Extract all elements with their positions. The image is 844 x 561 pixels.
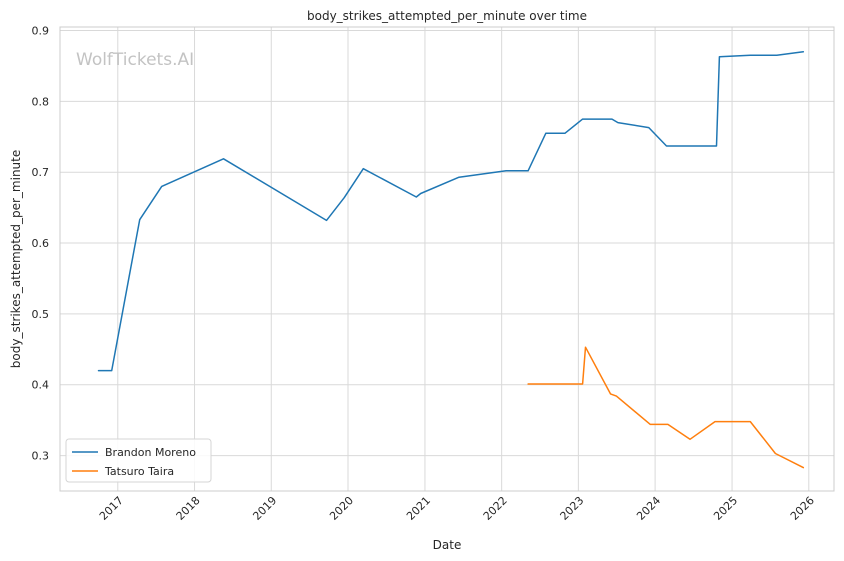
plot-area-frame (59, 26, 835, 492)
y-tick-label: 0.7 (32, 166, 50, 179)
y-axis-title: body_strikes_attempted_per_minute (9, 150, 23, 368)
legend-label-brandon-moreno: Brandon Moreno (105, 446, 196, 459)
y-tick-label: 0.3 (32, 450, 50, 463)
legend: Brandon Moreno Tatsuro Taira (65, 438, 212, 483)
y-axis-ticks: 0.3 0.4 0.5 0.6 0.7 0.8 0.9 (32, 25, 50, 463)
x-axis-title: Date (433, 538, 462, 552)
y-tick-label: 0.9 (32, 25, 50, 38)
y-tick-label: 0.4 (32, 379, 50, 392)
chart-title: body_strikes_attempted_per_minute over t… (307, 9, 587, 23)
y-tick-label: 0.6 (32, 237, 50, 250)
y-tick-label: 0.5 (32, 308, 50, 321)
series-line-tatsuro-taira (527, 346, 805, 469)
legend-label-tatsuro-taira: Tatsuro Taira (104, 465, 174, 478)
series-line-brandon-moreno (97, 51, 805, 372)
series-layer (97, 51, 805, 469)
legend-box (65, 438, 212, 483)
y-tick-label: 0.8 (32, 95, 50, 108)
watermark: WolfTickets.AI (76, 50, 194, 70)
grid (60, 27, 834, 491)
